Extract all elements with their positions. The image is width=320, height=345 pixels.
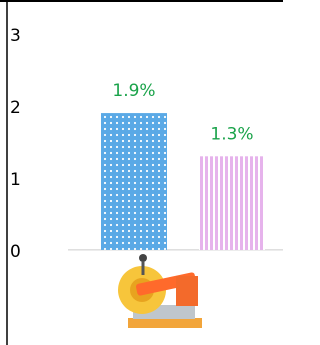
saw-icon [118, 254, 202, 328]
value-label: 1.3% [210, 124, 253, 144]
bar [101, 113, 167, 250]
y-tick-label: 1 [10, 170, 21, 190]
chart: 0 1 2 3 1.9% 1.3% [0, 0, 283, 345]
value-label: 1.9% [112, 81, 155, 101]
bar [199, 156, 265, 250]
y-tick-label: 0 [10, 242, 21, 262]
y-tick-label: 3 [10, 26, 21, 46]
y-tick-label: 2 [10, 98, 21, 118]
